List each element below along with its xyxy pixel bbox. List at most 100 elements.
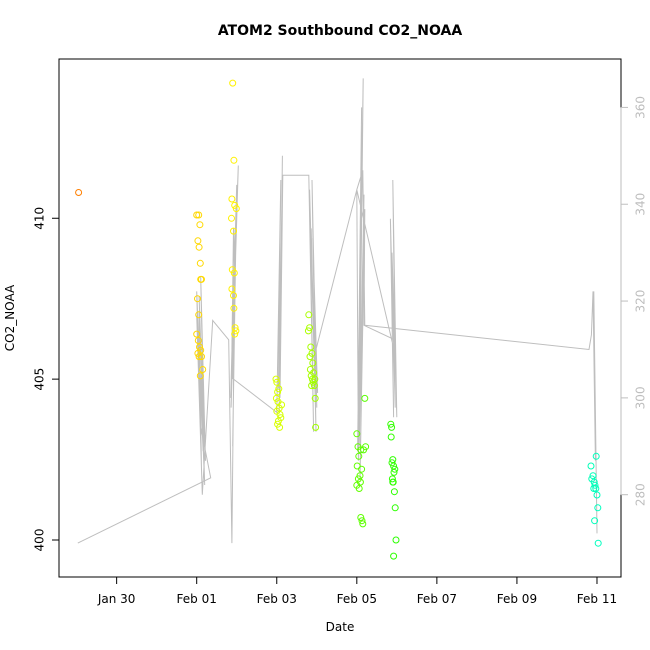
data-point <box>230 269 238 277</box>
data-point <box>388 475 396 483</box>
secondary-series-line <box>77 78 598 544</box>
data-point <box>592 485 600 492</box>
data-point <box>387 420 395 428</box>
data-point <box>195 311 203 319</box>
data-point <box>361 394 369 402</box>
data-point <box>274 388 282 396</box>
data-point <box>305 311 313 319</box>
y2-tick-label: 360 <box>634 96 648 119</box>
data-point <box>358 465 366 473</box>
data-point <box>230 156 238 164</box>
x-tick-label: Feb 11 <box>577 592 617 606</box>
data-point <box>276 411 284 418</box>
x-axis: Jan 30 Feb 01 Feb 03 Feb 05 Feb 07 Feb 09 Feb … <box>97 576 617 606</box>
data-point <box>590 485 598 492</box>
data-point <box>275 385 283 393</box>
data-point <box>358 517 366 525</box>
data-point <box>196 372 204 380</box>
data-point <box>194 295 201 303</box>
data-point <box>390 552 398 560</box>
data-point <box>228 214 235 222</box>
y2-tick-label: 280 <box>634 483 648 506</box>
data-point <box>362 443 370 451</box>
data-point <box>230 304 238 312</box>
data-point <box>310 382 318 390</box>
data-point <box>194 337 202 344</box>
x-tick-label: Feb 01 <box>177 592 217 606</box>
y-axis-label: CO2_NOAA <box>3 284 17 351</box>
y-tick-label: 410 <box>33 207 47 230</box>
y-axis: 400 405 410 <box>33 207 60 552</box>
data-point <box>195 243 203 251</box>
data-point <box>359 520 367 528</box>
data-point <box>278 401 286 409</box>
data-point <box>195 211 203 219</box>
data-point <box>390 488 398 496</box>
data-point <box>309 378 317 386</box>
data-point <box>228 195 236 203</box>
data-point <box>231 330 239 338</box>
data-point <box>230 227 237 235</box>
data-point <box>308 382 316 390</box>
data-point <box>232 205 240 213</box>
data-point <box>591 517 599 525</box>
y2-tick-label: 320 <box>634 290 648 313</box>
points-layer <box>75 79 602 560</box>
data-point <box>355 485 363 492</box>
data-point <box>589 472 597 480</box>
data-point <box>389 478 397 486</box>
data-point <box>229 79 237 87</box>
data-point <box>357 446 365 454</box>
x-tick-label: Feb 03 <box>257 592 297 606</box>
data-point <box>592 452 600 460</box>
data-point <box>391 465 399 473</box>
data-point <box>391 504 399 512</box>
y-tick-label: 405 <box>33 368 47 391</box>
data-point <box>390 468 398 476</box>
data-point <box>355 452 363 460</box>
data-point <box>276 423 284 431</box>
data-point <box>277 414 285 422</box>
secondary-series-layer <box>77 78 598 544</box>
data-point <box>593 491 601 499</box>
data-point <box>230 292 237 299</box>
x-tick-label: Feb 07 <box>417 592 457 606</box>
y2-tick-label: 340 <box>634 193 648 216</box>
y2-axis: 280 300 320 340 360 <box>620 96 648 506</box>
data-point <box>228 285 236 293</box>
x-tick-label: Jan 30 <box>97 592 136 606</box>
data-point <box>307 343 315 351</box>
data-point <box>199 366 207 373</box>
data-point <box>198 275 205 283</box>
data-point <box>75 189 83 196</box>
x-axis-label: Date <box>326 620 355 634</box>
data-point <box>594 504 602 512</box>
data-point <box>387 433 395 441</box>
data-point <box>388 423 396 431</box>
data-point <box>353 430 361 438</box>
data-point <box>357 514 365 521</box>
data-point <box>312 423 320 431</box>
x-tick-label: Feb 09 <box>497 592 537 606</box>
data-point <box>195 353 203 361</box>
data-point <box>196 221 204 229</box>
data-point <box>193 330 201 338</box>
data-point <box>196 259 204 267</box>
data-point <box>196 343 203 351</box>
data-point <box>591 481 599 489</box>
data-point <box>306 353 314 361</box>
data-point <box>232 327 240 335</box>
data-point <box>308 375 316 383</box>
y-tick-label: 400 <box>33 529 47 552</box>
x-tick-label: Feb 05 <box>337 592 377 606</box>
data-point <box>198 353 205 361</box>
data-point <box>311 394 319 402</box>
data-point <box>193 211 201 219</box>
data-point <box>272 394 280 402</box>
y2-tick-label: 300 <box>634 386 648 409</box>
data-point <box>587 462 595 470</box>
data-point <box>306 324 314 332</box>
data-point <box>594 539 602 547</box>
